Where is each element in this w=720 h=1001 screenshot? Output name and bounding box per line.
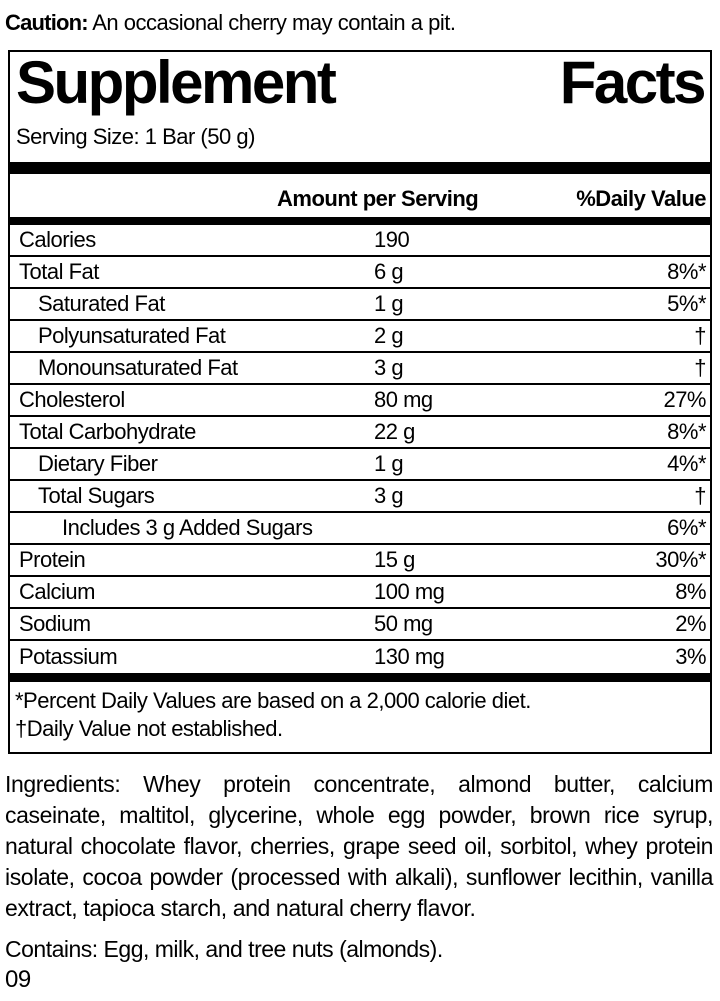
- nutrient-row: Saturated Fat 1 g 5%*: [10, 289, 710, 321]
- footer-code: 09: [5, 966, 31, 993]
- nutrient-daily-value: 30%*: [655, 547, 706, 572]
- footnotes: *Percent Daily Values are based on a 2,0…: [14, 682, 706, 752]
- nutrient-daily-value: †: [694, 323, 706, 348]
- nutrient-row: Cholesterol 80 mg 27%: [10, 385, 710, 417]
- nutrient-label: Dietary Fiber: [38, 451, 158, 476]
- divider-bar-medium: [10, 217, 710, 225]
- nutrient-daily-value: 5%*: [667, 291, 706, 316]
- nutrient-daily-value: †: [694, 355, 706, 380]
- nutrient-row: Dietary Fiber 1 g 4%*: [10, 449, 710, 481]
- nutrient-amount: 80 mg: [374, 387, 433, 412]
- nutrient-row: Potassium 130 mg 3%: [10, 641, 710, 673]
- nutrient-row: Calcium 100 mg 8%: [10, 577, 710, 609]
- footnote-dagger: †Daily Value not established.: [15, 716, 283, 741]
- panel-title-word-2: Facts: [559, 49, 707, 116]
- nutrient-label: Sodium: [19, 611, 91, 636]
- nutrient-rows: Calories 190 Total Fat 6 g 8%* Saturated Fat 1…: [10, 225, 710, 673]
- divider-bar-bottom: [10, 673, 710, 682]
- nutrient-amount: 50 mg: [374, 611, 433, 636]
- nutrient-amount: 190: [374, 227, 410, 252]
- footnote-percent-dv: *Percent Daily Values are based on a 2,0…: [15, 688, 531, 713]
- contains-statement: Contains: Egg, milk, and tree nuts (almo…: [5, 936, 443, 962]
- nutrient-daily-value: †: [694, 483, 706, 508]
- nutrient-row: Total Sugars 3 g †: [10, 481, 710, 513]
- nutrient-label: Protein: [19, 547, 86, 572]
- nutrient-amount: 6 g: [374, 259, 404, 284]
- nutrient-label: Total Carbohydrate: [19, 419, 196, 444]
- nutrient-daily-value: 27%: [663, 387, 706, 412]
- nutrient-label: Cholesterol: [19, 387, 125, 412]
- column-header-daily-value: %Daily Value: [576, 186, 706, 211]
- nutrient-daily-value: 8%*: [667, 259, 706, 284]
- nutrient-label: Includes 3 g Added Sugars: [62, 515, 313, 540]
- nutrient-row: Sodium 50 mg 2%: [10, 609, 710, 641]
- ingredients-paragraph: Ingredients: Whey protein concentrate, a…: [5, 771, 713, 921]
- column-header-amount: Amount per Serving: [277, 186, 479, 211]
- nutrient-amount: 22 g: [374, 419, 415, 444]
- column-header-row: Amount per Serving %Daily Value: [14, 174, 706, 217]
- serving-size: Serving Size: 1 Bar (50 g): [16, 124, 255, 149]
- nutrient-daily-value: 4%*: [667, 451, 706, 476]
- nutrient-row: Protein 15 g 30%*: [10, 545, 710, 577]
- nutrient-row: Includes 3 g Added Sugars 6%*: [10, 513, 710, 545]
- nutrient-label: Total Sugars: [38, 483, 155, 508]
- nutrient-daily-value: 2%: [675, 611, 706, 636]
- caution-line: Caution: An occasional cherry may contai…: [5, 9, 714, 37]
- supplement-label-page: { "caution": { "label": "Caution:", "tex…: [0, 9, 720, 1001]
- nutrient-amount: 100 mg: [374, 579, 445, 604]
- panel-title-word-1: Supplement: [16, 49, 337, 116]
- nutrient-daily-value: 3%: [675, 644, 706, 669]
- nutrient-label: Calories: [19, 227, 96, 252]
- nutrient-label: Total Fat: [19, 259, 99, 284]
- nutrient-amount: 1 g: [374, 451, 404, 476]
- nutrient-daily-value: 8%*: [667, 419, 706, 444]
- nutrient-row: Total Carbohydrate 22 g 8%*: [10, 417, 710, 449]
- nutrient-row: Polyunsaturated Fat 2 g †: [10, 321, 710, 353]
- nutrient-amount: 2 g: [374, 323, 404, 348]
- nutrient-row: Total Fat 6 g 8%*: [10, 257, 710, 289]
- nutrient-amount: 3 g: [374, 483, 404, 508]
- nutrient-row: Calories 190: [10, 225, 710, 257]
- caution-label: Caution:: [5, 10, 89, 35]
- nutrient-label: Polyunsaturated Fat: [38, 323, 226, 348]
- nutrient-label: Monounsaturated Fat: [38, 355, 238, 380]
- nutrient-daily-value: 8%: [675, 579, 706, 604]
- nutrient-amount: 130 mg: [374, 644, 445, 669]
- nutrient-label: Saturated Fat: [38, 291, 165, 316]
- supplement-facts-panel: Supplement Facts Serving Size: 1 Bar (50…: [8, 50, 712, 754]
- nutrient-daily-value: 6%*: [667, 515, 706, 540]
- divider-bar-thick: [10, 162, 710, 174]
- caution-text: An occasional cherry may contain a pit.: [87, 10, 456, 35]
- nutrient-row: Monounsaturated Fat 3 g †: [10, 353, 710, 385]
- nutrient-label: Potassium: [19, 644, 118, 669]
- nutrient-amount: 15 g: [374, 547, 415, 572]
- nutrient-label: Calcium: [19, 579, 95, 604]
- nutrient-amount: 3 g: [374, 355, 404, 380]
- nutrient-amount: 1 g: [374, 291, 404, 316]
- panel-title: Supplement Facts: [14, 49, 707, 116]
